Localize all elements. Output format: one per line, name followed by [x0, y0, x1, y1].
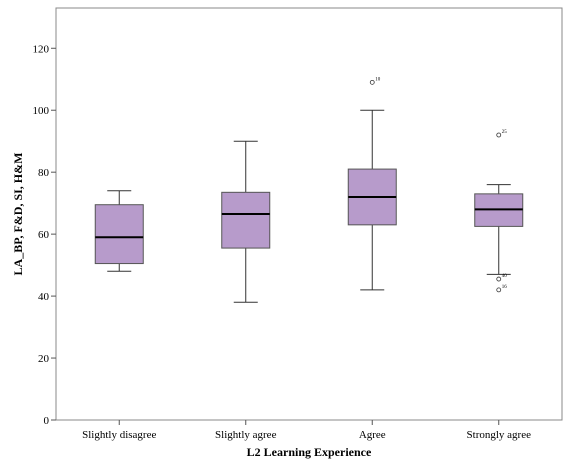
x-tick-label: Slightly agree [215, 429, 277, 441]
outlier-point [369, 79, 375, 85]
box-group: 10 [347, 77, 397, 291]
box-group: 25 40 16 [474, 130, 524, 293]
y-tick-label: 20 [38, 353, 50, 365]
outlier-label: 40 [502, 274, 508, 279]
box-iqr [221, 191, 271, 249]
y-axis-label: LA_BP, F&D, SI, H&M [11, 153, 25, 276]
y-tick-label: 0 [44, 415, 50, 427]
x-tick-label: Agree [359, 429, 386, 441]
y-tick-label: 60 [38, 229, 50, 241]
box-group [221, 140, 271, 303]
box-iqr [94, 204, 144, 265]
x-axis-label: L2 Learning Experience [247, 445, 372, 459]
outlier-point [496, 287, 502, 293]
y-tick-label: 100 [33, 105, 50, 117]
boxes: 10 25 40 16 [94, 77, 524, 303]
y-axis: 0 20 40 60 80 100 120 [33, 43, 56, 427]
x-tick-label: Slightly disagree [82, 429, 156, 441]
y-tick-label: 40 [38, 291, 50, 303]
box-group [94, 190, 144, 272]
y-tick-label: 120 [33, 43, 50, 55]
outlier-point [496, 276, 502, 282]
outlier-label: 16 [502, 285, 508, 290]
x-axis: Slightly disagree Slightly agree Agree Stro… [82, 420, 531, 441]
outlier-label: 10 [375, 77, 381, 82]
x-tick-label: Strongly agree [467, 429, 532, 441]
outlier-label: 25 [502, 130, 508, 135]
y-tick-label: 80 [38, 167, 50, 179]
outlier-point [496, 132, 502, 138]
plot-frame [55, 7, 563, 421]
